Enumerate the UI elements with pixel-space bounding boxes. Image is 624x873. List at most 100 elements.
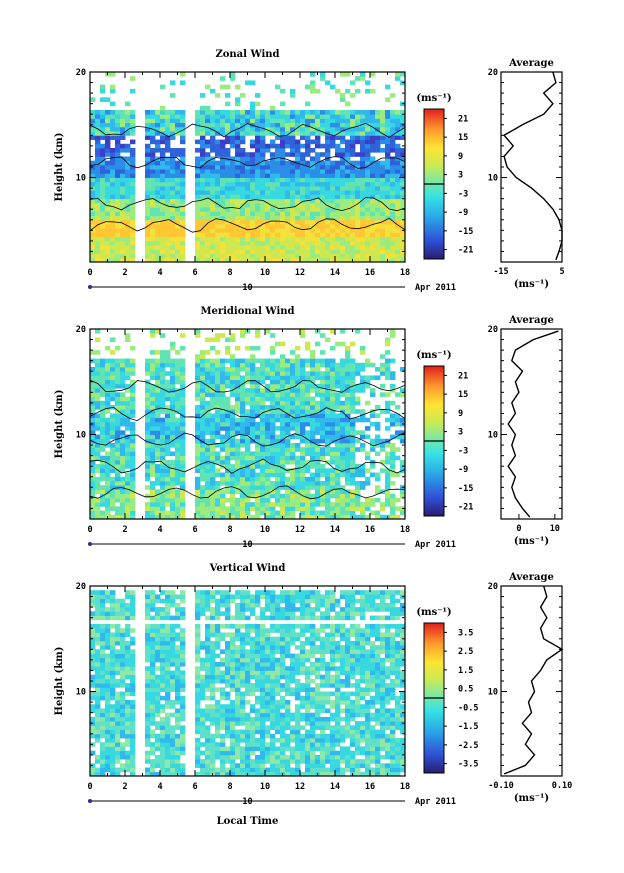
heatmap-cell: [100, 177, 106, 183]
heatmap-cell: [200, 164, 206, 170]
heatmap-cell: [180, 430, 186, 435]
heatmap-cell: [90, 434, 96, 440]
heatmap-cell: [315, 481, 321, 486]
heatmap-cell: [370, 750, 376, 756]
heatmap-cell: [160, 464, 166, 469]
heatmap-cell: [230, 733, 236, 739]
heatmap-cell: [290, 181, 296, 187]
heatmap-cell: [155, 510, 161, 516]
heatmap-cell: [365, 257, 371, 263]
heatmap-cell: [195, 181, 201, 187]
heatmap-cell: [120, 232, 126, 238]
heatmap-cell: [235, 135, 241, 140]
heatmap-cell: [240, 148, 246, 153]
heatmap-cell: [215, 514, 221, 520]
heatmap-cell: [110, 497, 116, 503]
heatmap-cell: [360, 131, 366, 136]
heatmap-cell: [250, 502, 256, 507]
heatmap-cell: [290, 232, 296, 238]
heatmap-cell: [285, 375, 291, 381]
heatmap-cell: [360, 771, 366, 777]
heatmap-cell: [400, 438, 406, 444]
heatmap-cell: [95, 729, 101, 735]
heatmap-cell: [300, 464, 306, 469]
heatmap-cell: [145, 733, 151, 739]
heatmap-cell: [105, 738, 111, 743]
heatmap-cell: [340, 733, 346, 739]
heatmap-cell: [360, 379, 366, 385]
heatmap-cell: [320, 160, 326, 166]
heatmap-cell: [145, 754, 151, 760]
heatmap-cell: [390, 400, 396, 406]
heatmap-cell: [245, 240, 251, 246]
heatmap-cell: [305, 438, 311, 444]
heatmap-cell: [375, 253, 381, 259]
heatmap-cell: [265, 367, 271, 372]
heatmap-cell: [350, 236, 356, 242]
heatmap-cell: [330, 190, 336, 195]
heatmap-cell: [100, 88, 106, 94]
heatmap-cell: [125, 207, 131, 212]
heatmap-cell: [105, 173, 111, 178]
heatmap-cell: [95, 759, 101, 764]
heatmap-cell: [165, 169, 171, 174]
heatmap-cell: [335, 152, 341, 157]
heatmap-cell: [220, 362, 226, 368]
heatmap-cell: [390, 506, 396, 511]
heatmap-cell: [335, 367, 341, 372]
heatmap-cell: [120, 379, 126, 385]
heatmap-cell: [205, 257, 211, 263]
heatmap-cell: [165, 207, 171, 212]
heatmap-cell: [310, 430, 316, 435]
heatmap-cell: [340, 514, 346, 520]
heatmap-cell: [265, 122, 271, 128]
heatmap-cell: [240, 164, 246, 170]
heatmap-cell: [310, 413, 316, 419]
heatmap-cell: [380, 240, 386, 246]
heatmap-cell: [250, 131, 256, 136]
heatmap-cell: [110, 169, 116, 174]
heatmap-cell: [340, 93, 346, 98]
heatmap-cell: [370, 194, 376, 200]
heatmap-cell: [120, 160, 126, 166]
heatmap-cell: [155, 759, 161, 764]
heatmap-cell: [340, 211, 346, 216]
heatmap-cell: [165, 763, 171, 768]
y-axis-label: Height (km): [54, 133, 65, 202]
heatmap-cell: [285, 358, 291, 364]
heatmap-cell: [295, 190, 301, 195]
heatmap-cell: [235, 219, 241, 225]
heatmap-cell: [290, 455, 296, 461]
heatmap-cell: [270, 118, 276, 124]
heatmap-cell: [180, 181, 186, 187]
heatmap-cell: [300, 249, 306, 254]
heatmap-cell: [230, 198, 236, 204]
heatmap-cell: [320, 215, 326, 221]
heatmap-cell: [305, 746, 311, 752]
heatmap-cell: [200, 417, 206, 423]
heatmap-cell: [125, 333, 131, 338]
heatmap-cell: [375, 451, 381, 457]
heatmap-cell: [355, 485, 361, 490]
heatmap-cell: [130, 207, 136, 212]
average-y-tick-label: 10: [488, 431, 498, 441]
heatmap-cell: [125, 177, 131, 183]
heatmap-cell: [300, 417, 306, 423]
heatmap-cell: [105, 396, 111, 402]
heatmap-cell: [390, 468, 396, 473]
heatmap-cell: [360, 177, 366, 183]
heatmap-cell: [340, 430, 346, 435]
heatmap-cell: [345, 118, 351, 124]
heatmap-cell: [180, 476, 186, 482]
heatmap-cell: [225, 455, 231, 461]
heatmap-cell: [265, 421, 271, 427]
heatmap-cell: [105, 451, 111, 457]
heatmap-cell: [285, 759, 291, 764]
heatmap-cell: [355, 489, 361, 495]
heatmap-cell: [100, 763, 106, 768]
heatmap-cell: [340, 367, 346, 372]
heatmap-cell: [255, 190, 261, 195]
heatmap-cell: [105, 148, 111, 153]
heatmap-cell: [385, 110, 391, 115]
heatmap-cell: [305, 476, 311, 482]
